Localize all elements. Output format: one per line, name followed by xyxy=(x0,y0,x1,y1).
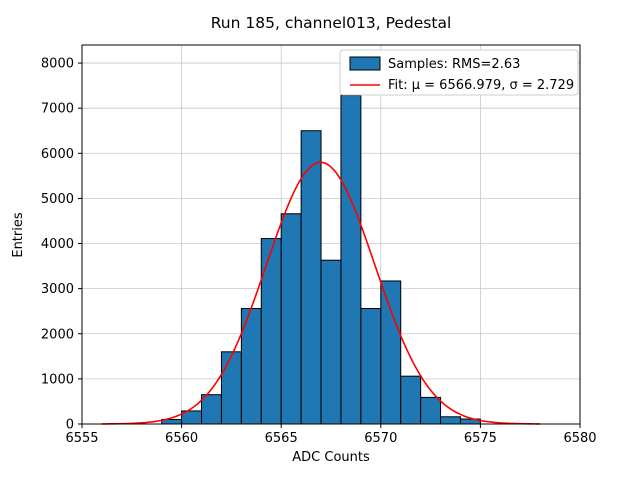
y-tick-label: 4000 xyxy=(41,237,74,252)
histogram-bar xyxy=(340,95,362,425)
y-tick-label: 8000 xyxy=(41,57,74,72)
tick-labels: 6555 6560 6565 6570 6575 6580 0 1000 2000 3000 400… xyxy=(41,57,597,446)
legend-patch-samples xyxy=(349,56,381,71)
histogram-bars xyxy=(161,95,481,425)
histogram-bar xyxy=(400,375,422,425)
y-tick-label: 3000 xyxy=(41,282,74,297)
y-tick-label: 2000 xyxy=(41,327,74,342)
histogram-bar xyxy=(380,280,402,425)
plot-border xyxy=(81,44,581,425)
chart-title: Run 185, channel013, Pedestal xyxy=(211,14,452,32)
histogram-bar xyxy=(360,307,382,425)
y-tick-label: 5000 xyxy=(41,192,74,207)
y-tick-label: 1000 xyxy=(41,372,74,387)
y-tick-label: 0 xyxy=(66,418,74,433)
legend: Samples: RMS=2.63 Fit: μ = 6566.979, σ =… xyxy=(339,49,579,96)
axes-frame xyxy=(81,44,581,425)
x-tick-label: 6555 xyxy=(65,431,98,446)
x-tick-label: 6560 xyxy=(165,431,198,446)
x-tick-label: 6565 xyxy=(265,431,298,446)
histogram-bar xyxy=(220,351,242,425)
histogram-bar xyxy=(280,213,302,425)
x-tick-label: 6575 xyxy=(464,431,497,446)
histogram-bar xyxy=(201,394,222,425)
y-tick-label: 7000 xyxy=(41,102,74,117)
histogram-bar xyxy=(420,396,442,425)
fit-curve xyxy=(101,161,541,425)
x-tick-label: 6570 xyxy=(364,431,397,446)
legend-box xyxy=(339,49,579,96)
x-tick-label: 6580 xyxy=(563,431,596,446)
x-axis-label: ADC Counts xyxy=(292,450,370,465)
histogram-bar xyxy=(320,259,342,425)
legend-label-samples: Samples: RMS=2.63 xyxy=(388,57,520,72)
y-axis-label: Entries xyxy=(11,212,26,258)
histogram-bar xyxy=(260,238,282,425)
fit-curve-layer xyxy=(101,161,541,425)
legend-label-fit: Fit: μ = 6566.979, σ = 2.729 xyxy=(388,78,574,93)
y-tick-label: 6000 xyxy=(41,147,74,162)
histogram-bar xyxy=(440,416,461,425)
